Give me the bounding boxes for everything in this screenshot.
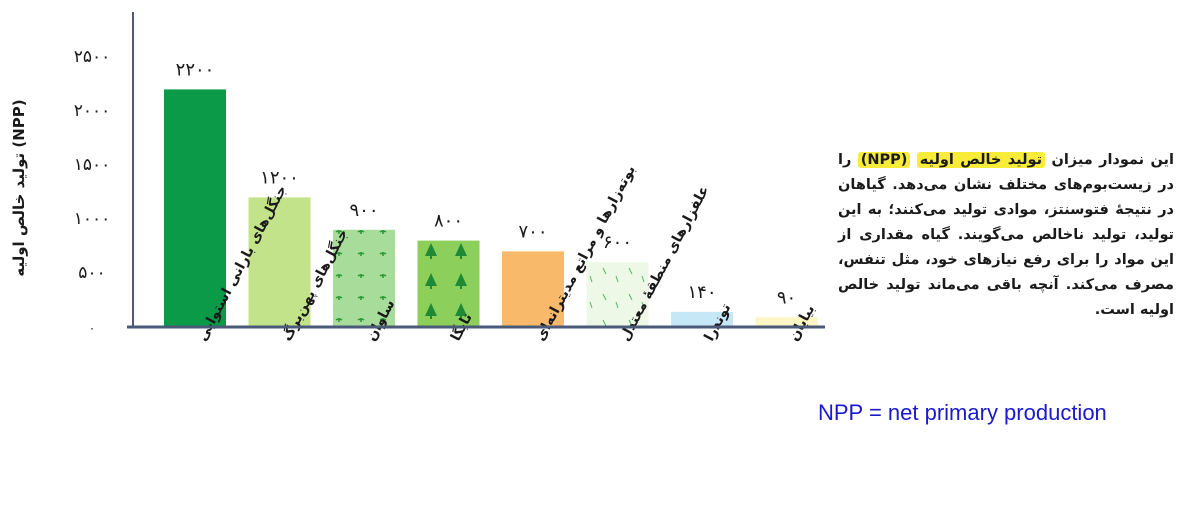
value-label: ۹۰۰	[349, 200, 378, 221]
bar-pattern	[417, 240, 480, 327]
value-label: ۱۴۰	[687, 282, 716, 303]
bar	[671, 311, 733, 327]
y-tick-label: ۱۰۰۰	[74, 209, 111, 229]
highlight-npp-abbr: (NPP)	[857, 152, 911, 168]
value-label: ۱۲۰۰	[260, 167, 299, 188]
value-labels: ۲۲۰۰ ۱۲۰۰ ۹۰۰ ۸۰۰ ۷۰۰ ۶۰۰ ۱۴۰ ۹۰	[176, 59, 797, 308]
chart-description: این نمودار میزان تولید خالص اولیه (NPP) …	[838, 148, 1174, 323]
bar	[755, 317, 818, 327]
value-label: ۶۰۰	[603, 232, 632, 253]
description-text-2: را در زیست‌بوم‌های مختلف نشان می‌دهد. گی…	[838, 152, 1174, 318]
y-tick-label: ۲۰۰۰	[74, 101, 111, 121]
value-label: ۹۰	[777, 287, 796, 308]
value-label: ۷۰۰	[518, 221, 547, 242]
bars	[164, 89, 818, 328]
bar-pattern	[586, 262, 649, 327]
y-tick-label: ۰	[89, 321, 95, 335]
description-space	[910, 152, 916, 168]
y-tick-label: ۲۵۰۰	[74, 47, 111, 67]
y-axis-label: تولید خالص اولیه (NPP)	[10, 99, 28, 276]
value-label: ۸۰۰	[434, 211, 463, 232]
y-axis-ticks: ۰ ۵۰۰ ۱۰۰۰ ۱۵۰۰ ۲۰۰۰ ۲۵۰۰	[74, 47, 111, 335]
npp-definition-note: NPP = net primary production	[818, 400, 1107, 425]
bar	[164, 89, 226, 328]
bar-pattern	[333, 229, 395, 327]
bar	[248, 197, 311, 327]
highlight-npp-term: تولید خالص اولیه	[916, 152, 1046, 168]
y-tick-label: ۵۰۰	[78, 263, 105, 283]
bar	[502, 251, 564, 327]
y-tick-label: ۱۵۰۰	[74, 155, 111, 175]
value-label: ۲۲۰۰	[176, 59, 215, 80]
npp-bar-chart: تولید خالص اولیه (NPP) ۰ ۵۰۰ ۱۰۰۰ ۱۵۰۰ ۲۰۰۰ ۲…	[10, 12, 825, 344]
description-text-1: این نمودار میزان	[1045, 152, 1174, 168]
